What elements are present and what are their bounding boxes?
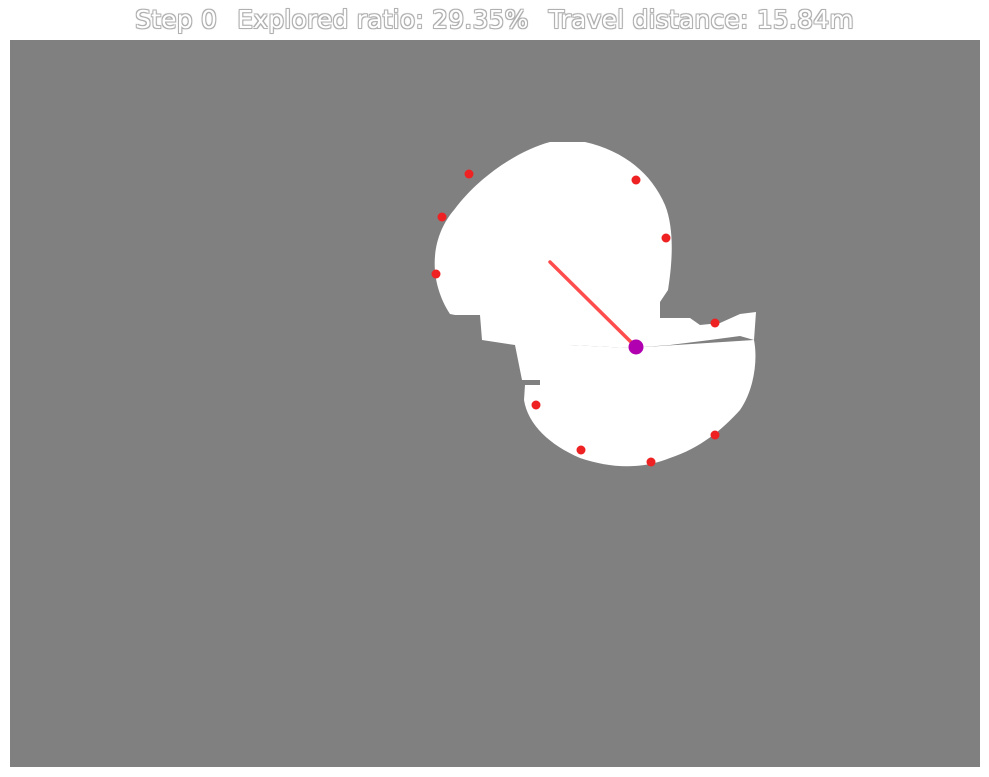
frontier-point	[710, 430, 720, 440]
explored-ratio-label: Explored ratio: 29.35%	[237, 5, 529, 34]
frontier-point	[710, 318, 720, 328]
explored-region-lower	[480, 315, 756, 467]
frontier-point	[661, 233, 671, 243]
frontier-point	[531, 400, 541, 410]
frontier-point	[431, 269, 441, 279]
trajectory-line	[548, 260, 638, 349]
occupancy-map	[10, 40, 980, 767]
unknown-area	[10, 40, 980, 767]
frontier-point	[631, 175, 641, 185]
agent-marker	[628, 339, 644, 355]
figure-title: Step 0 Explored ratio: 29.35% Travel dis…	[0, 4, 989, 36]
map-canvas	[10, 40, 980, 767]
frontier-points	[431, 169, 720, 467]
frontier-point	[464, 169, 474, 179]
frontier-point	[437, 212, 447, 222]
travel-distance-label: Travel distance: 15.84m	[548, 5, 854, 34]
frontier-point	[646, 457, 656, 467]
frontier-point	[576, 445, 586, 455]
step-label: Step 0	[135, 5, 218, 34]
explored-region-upper	[434, 142, 756, 348]
